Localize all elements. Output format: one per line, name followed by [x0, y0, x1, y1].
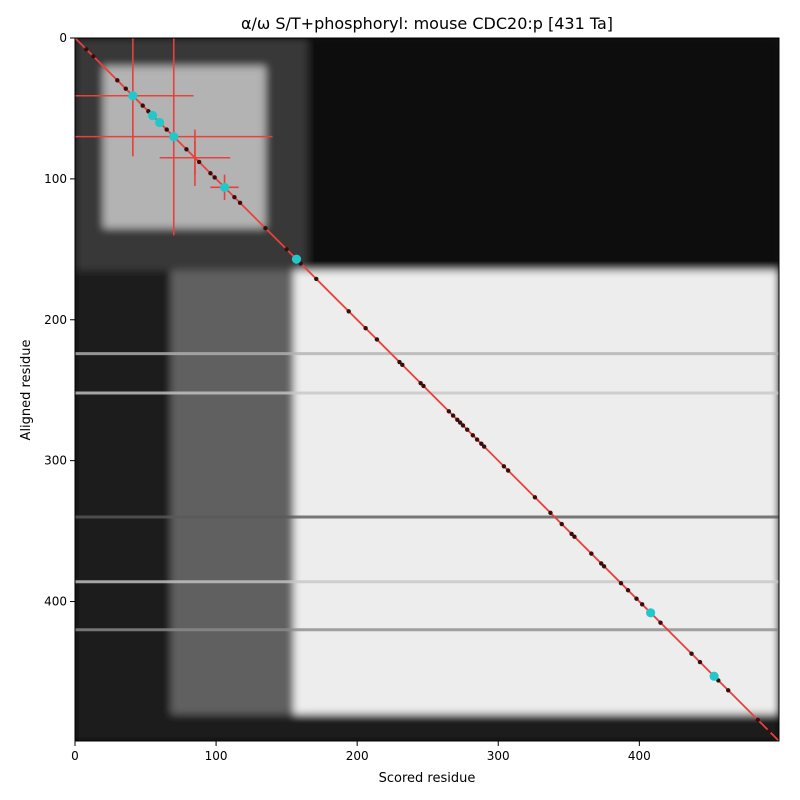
site-point — [123, 86, 128, 91]
site-point — [618, 581, 624, 586]
x-tick-label: 300 — [487, 749, 510, 763]
site-point — [164, 127, 169, 132]
chart-title: α/ω S/T+phosphoryl: mouse CDC20:p [431 T… — [241, 14, 613, 33]
site-point — [470, 433, 476, 438]
site-point — [474, 437, 480, 442]
y-tick-label: 300 — [44, 454, 67, 468]
site-point — [363, 326, 368, 331]
y-tick-label: 200 — [44, 313, 67, 327]
heatmap-region — [170, 270, 301, 715]
site-point — [418, 380, 423, 386]
site-point — [455, 417, 460, 422]
highlight-point — [291, 254, 302, 264]
site-point — [421, 383, 426, 389]
site-point — [196, 159, 202, 165]
site-point — [505, 468, 511, 473]
site-point — [532, 495, 538, 500]
site-point — [400, 362, 405, 368]
highlight-point — [155, 117, 165, 128]
site-point — [697, 659, 703, 665]
site-point — [625, 588, 631, 593]
site-point — [212, 175, 217, 180]
site-point — [84, 47, 89, 52]
site-point — [460, 423, 466, 428]
site-point — [237, 200, 243, 206]
site-point — [634, 596, 639, 601]
highlight-point — [709, 671, 719, 681]
site-point — [559, 521, 564, 527]
site-point — [397, 359, 402, 365]
site-point — [755, 717, 761, 723]
site-point — [284, 247, 289, 252]
site-point — [689, 651, 694, 656]
plot-frame — [74, 37, 780, 742]
site-point — [446, 409, 452, 414]
highlight-point — [169, 132, 179, 142]
site-point — [115, 78, 120, 83]
site-point — [639, 602, 645, 607]
site-point — [184, 147, 189, 152]
highlight-point — [219, 182, 230, 192]
site-point — [572, 534, 577, 539]
site-point — [450, 413, 456, 418]
site-point — [263, 225, 268, 231]
site-point — [208, 171, 213, 176]
x-tick-label: 400 — [628, 749, 651, 763]
highlight-point — [147, 110, 158, 121]
site-point — [766, 728, 772, 734]
y-tick-label: 100 — [44, 172, 67, 186]
site-point — [465, 427, 470, 432]
site-point — [140, 103, 145, 108]
site-point — [481, 444, 487, 449]
site-point — [314, 276, 319, 282]
site-point — [726, 688, 731, 693]
site-point — [548, 510, 553, 515]
y-tick-label: 0 — [59, 31, 67, 45]
site-point — [601, 564, 607, 569]
site-point — [457, 420, 463, 425]
heatmap-region — [307, 38, 779, 271]
y-axis-label: Aligned residue — [19, 340, 34, 441]
heatmap-region — [293, 714, 779, 741]
x-tick-label: 100 — [205, 749, 228, 763]
y-tick-label: 400 — [44, 595, 67, 609]
heatmap-region — [293, 270, 779, 715]
x-tick-label: 0 — [71, 749, 79, 763]
highlight-point — [128, 91, 138, 101]
site-point — [599, 561, 604, 566]
x-axis-label: Scored residue — [379, 771, 476, 786]
site-point — [374, 337, 380, 342]
site-point — [501, 464, 507, 469]
site-point — [589, 551, 594, 556]
site-point — [479, 441, 484, 446]
site-point — [569, 531, 574, 537]
site-point — [91, 54, 96, 59]
site-point — [346, 309, 351, 314]
site-point — [658, 620, 663, 625]
highlight-point — [646, 608, 656, 618]
plot-area — [75, 38, 779, 741]
site-point — [232, 194, 237, 200]
x-tick-label: 200 — [346, 749, 369, 763]
